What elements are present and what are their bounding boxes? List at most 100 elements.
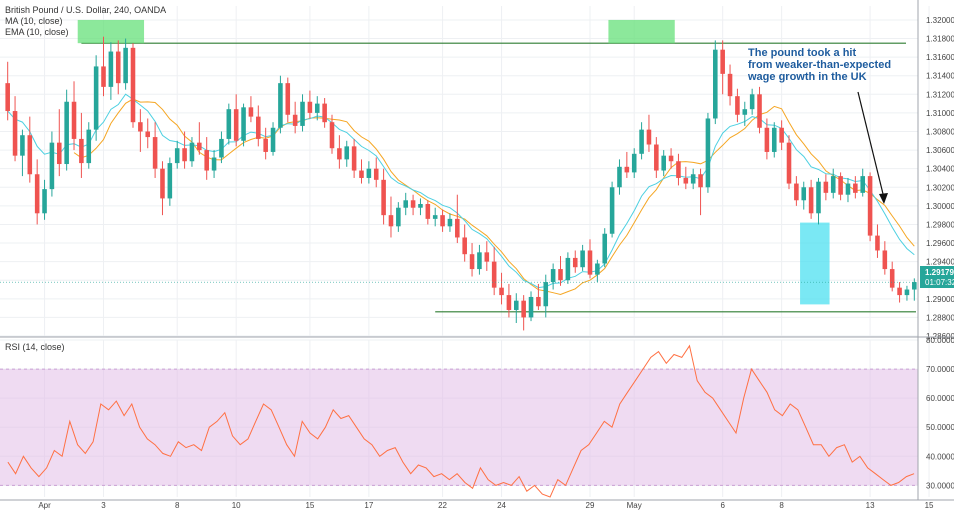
candle-body (79, 138, 84, 164)
resistance-highlight-left (77, 19, 145, 44)
candle-body (418, 204, 423, 208)
moving-averages (7, 93, 915, 296)
price-badge-bg (920, 266, 954, 288)
rsi-line (7, 344, 915, 498)
highlights (77, 19, 830, 305)
candle-body (595, 263, 600, 275)
x-tick-label: 24 (497, 501, 506, 510)
price-tick-label: 1.31000 (926, 109, 954, 118)
candle-body (219, 138, 224, 158)
candle-body (661, 155, 666, 171)
candle-body (425, 204, 431, 219)
candle-body (462, 237, 467, 255)
level-lines (81, 42, 916, 313)
candle-body (676, 161, 681, 178)
price-tick-label: 1.31400 (926, 72, 954, 81)
candle-body (771, 127, 777, 152)
price-tick-label: 1.31200 (926, 90, 954, 99)
candle-body (609, 187, 615, 234)
candle-body (241, 107, 246, 141)
candle-body (256, 116, 261, 139)
annotation-line-3: wage growth in the UK (747, 71, 867, 83)
candle-body (528, 296, 534, 318)
candle-body (904, 289, 910, 296)
rsi-tick-label: 70.0000 (926, 365, 954, 374)
candle-body (572, 257, 578, 268)
annotation-arrow (857, 91, 885, 199)
candle-body (130, 47, 136, 123)
candle-body (720, 49, 725, 74)
rsi-tick-label: 40.0000 (926, 452, 954, 461)
x-tick-label: 8 (175, 501, 180, 510)
candle-body (830, 176, 836, 193)
candle-body (897, 287, 902, 296)
candle-body (631, 153, 637, 173)
candle-body (278, 83, 283, 128)
candle-body (440, 215, 445, 227)
candle-body (713, 49, 718, 119)
candle-body (270, 127, 276, 152)
candle-body (477, 252, 482, 270)
candle-body (12, 111, 18, 156)
candle-body (314, 103, 320, 113)
rsi-tick-label: 80.0000 (926, 336, 954, 345)
candle-body (160, 168, 165, 199)
candle-body (5, 83, 10, 112)
candle-body (735, 96, 740, 115)
candle-body (816, 181, 821, 214)
candle-body (491, 261, 497, 288)
candle-body (668, 155, 674, 162)
candle-body (145, 131, 151, 138)
candle-body (646, 129, 652, 145)
candle-body (860, 176, 866, 193)
price-tick-label: 1.30600 (926, 146, 954, 155)
candle-body (115, 51, 121, 84)
candle-body (337, 148, 342, 160)
candle-body (233, 109, 239, 141)
candle-body (108, 51, 114, 87)
annotation-arrow-head (879, 193, 888, 204)
price-tick-label: 1.29400 (926, 258, 954, 267)
price-tick-label: 1.31600 (926, 53, 954, 62)
candle-body (351, 146, 357, 171)
candle-body (889, 269, 895, 288)
candle-body (381, 179, 386, 216)
candle-body (639, 129, 644, 154)
x-tick-label: 29 (586, 501, 595, 510)
candle-body (189, 142, 195, 162)
candle-body (396, 207, 401, 227)
candle-body (624, 166, 630, 173)
candle-body (86, 129, 92, 164)
symbol-title: British Pound / U.S. Dollar, 240, OANDA (5, 5, 166, 15)
candle-body (794, 183, 799, 201)
candle-body (27, 135, 33, 175)
candle-body (727, 73, 733, 97)
candle-body (853, 183, 858, 193)
annotation-line-1: The pound took a hit (748, 47, 856, 59)
header: British Pound / U.S. Dollar, 240, OANDA … (5, 5, 166, 352)
x-tick-label: 17 (364, 501, 373, 510)
candle-body (558, 269, 563, 281)
rsi-band (0, 368, 918, 486)
x-tick-label: Apr (38, 501, 51, 510)
candle-body (300, 101, 305, 126)
rsi-legend: RSI (14, close) (5, 342, 65, 352)
price-tick-label: 1.30200 (926, 183, 954, 192)
candle-body (322, 103, 327, 123)
candle-body (543, 282, 549, 307)
rsi-tick-label: 30.0000 (926, 481, 954, 490)
candle-body (779, 127, 784, 143)
candle-body (521, 300, 526, 318)
rsi-tick-label: 50.0000 (926, 423, 954, 432)
candle-body (49, 142, 55, 190)
candle-body (469, 254, 475, 270)
candle-body (329, 122, 335, 149)
price-tick-label: 1.28800 (926, 313, 954, 322)
price-tick-label: 1.30400 (926, 165, 954, 174)
candle-body (432, 215, 438, 219)
candle-body (64, 101, 69, 165)
ema-line (7, 93, 915, 289)
candle-body (174, 148, 180, 164)
ma-legend: MA (10, close) (5, 16, 63, 26)
